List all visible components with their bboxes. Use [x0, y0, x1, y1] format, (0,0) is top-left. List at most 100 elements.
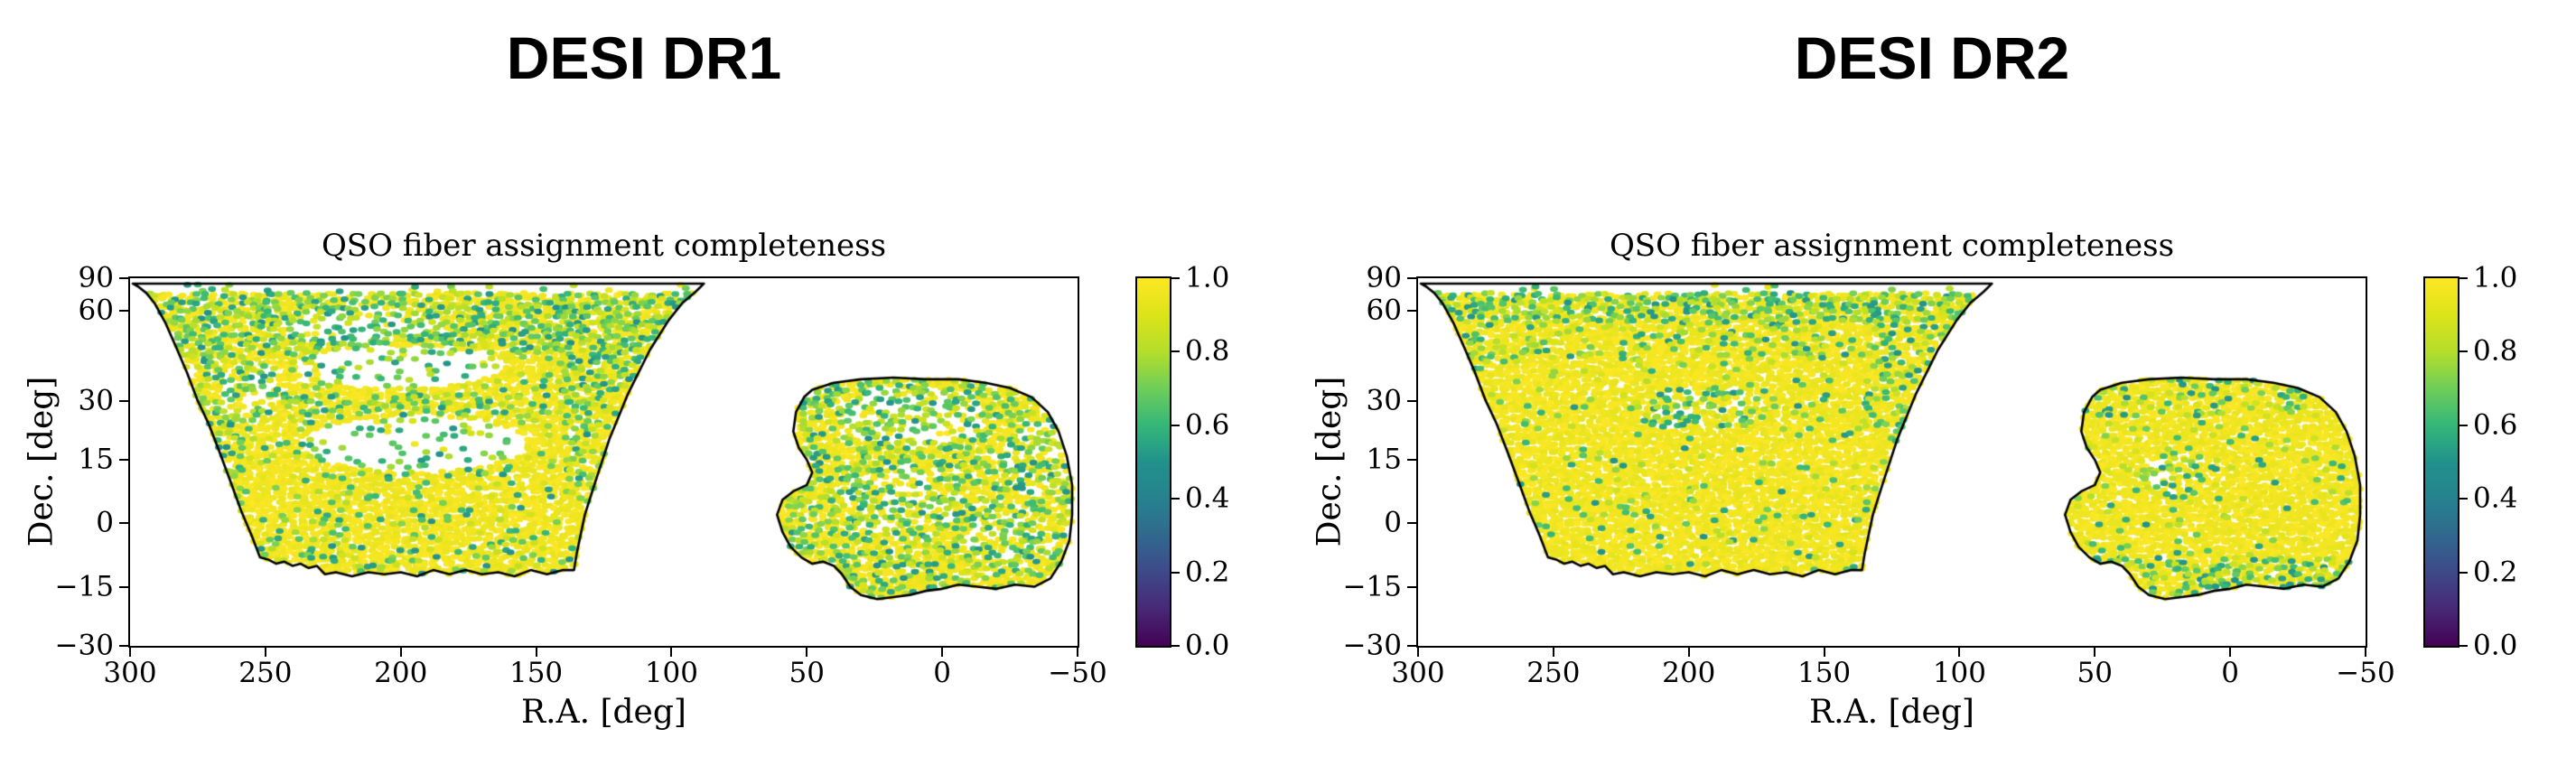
colorbar-tick-mark — [2459, 645, 2468, 647]
colorbar-tick-mark — [2459, 424, 2468, 426]
x-tick-label: 250 — [1526, 657, 1581, 689]
y-tick-mark — [1407, 645, 1416, 647]
colorbar-tick-mark — [1171, 498, 1180, 500]
x-tick-label: 50 — [2077, 657, 2114, 689]
y-tick-label: 90 — [78, 261, 114, 294]
sky-map-canvas — [130, 278, 1078, 646]
x-tick-mark — [1417, 648, 1419, 657]
colorbar-tick-label: 1.0 — [1185, 261, 1230, 294]
y-tick-label: 0 — [96, 506, 114, 539]
y-tick-mark — [119, 459, 128, 462]
colorbar — [2423, 276, 2459, 648]
axes-box — [128, 276, 1079, 648]
plot-title: QSO fiber assignment completeness — [1609, 228, 2175, 264]
y-tick-mark — [1407, 522, 1416, 525]
colorbar-gradient — [1137, 278, 1170, 646]
y-tick-label: 15 — [1366, 443, 1402, 476]
colorbar-tick-label: 0.4 — [1185, 481, 1230, 515]
x-tick-mark — [1552, 648, 1554, 657]
colorbar-tick-label: 1.0 — [2473, 261, 2518, 294]
colorbar-tick-mark — [1171, 350, 1180, 353]
y-tick-label: 60 — [78, 294, 114, 327]
y-tick-mark — [1407, 277, 1416, 279]
x-axis-label: R.A. [deg] — [521, 694, 686, 731]
x-tick-mark — [129, 648, 131, 657]
y-tick-label: 30 — [1366, 384, 1402, 417]
x-tick-mark — [806, 648, 808, 657]
axes-box — [1416, 276, 2367, 648]
x-tick-label: 150 — [509, 657, 564, 689]
x-tick-label: 50 — [789, 657, 826, 689]
sky-map-figure: QSO fiber assignment completeness Dec. [… — [0, 217, 1288, 766]
y-tick-label: 15 — [78, 443, 114, 476]
y-tick-mark — [1407, 459, 1416, 462]
panel-title: DESI DR1 — [506, 24, 782, 91]
colorbar-tick-label: 0.8 — [2473, 334, 2518, 368]
colorbar-tick-label: 0.0 — [1185, 629, 1230, 662]
colorbar-tick-mark — [1171, 645, 1180, 647]
y-tick-mark — [119, 522, 128, 525]
y-tick-label: −15 — [1342, 570, 1402, 603]
x-tick-label: 300 — [103, 657, 157, 689]
x-tick-label: 150 — [1797, 657, 1852, 689]
x-tick-mark — [670, 648, 673, 657]
x-tick-label: 0 — [933, 657, 952, 689]
y-tick-label: 60 — [1366, 294, 1402, 327]
colorbar-tick-mark — [2459, 498, 2468, 500]
colorbar-tick-label: 0.8 — [1185, 334, 1230, 368]
colorbar-tick-label: 0.2 — [2473, 556, 2518, 589]
x-tick-label: 200 — [1662, 657, 1716, 689]
colorbar-tick-label: 0.6 — [1185, 408, 1230, 442]
x-tick-mark — [535, 648, 537, 657]
x-tick-label: 100 — [1932, 657, 1987, 689]
panel-desi-dr2: DESI DR2 QSO fiber assignment completene… — [1288, 0, 2576, 766]
x-tick-mark — [2229, 648, 2232, 657]
x-tick-mark — [1823, 648, 1825, 657]
x-tick-label: −50 — [2336, 657, 2395, 689]
colorbar-tick-label: 0.0 — [2473, 629, 2518, 662]
x-tick-mark — [1958, 648, 1961, 657]
colorbar-tick-mark — [2459, 277, 2468, 279]
y-tick-mark — [119, 277, 128, 279]
colorbar-tick-label: 0.6 — [2473, 408, 2518, 442]
x-tick-mark — [941, 648, 944, 657]
panel-title: DESI DR2 — [1794, 24, 2070, 91]
x-tick-label: 100 — [644, 657, 699, 689]
panel-desi-dr1: DESI DR1 QSO fiber assignment completene… — [0, 24, 1288, 766]
x-axis-label: R.A. [deg] — [1809, 694, 1974, 731]
sky-map-canvas — [1418, 278, 2366, 646]
sky-map-figure: QSO fiber assignment completeness Dec. [… — [1288, 217, 2576, 766]
y-tick-label: −30 — [1342, 629, 1402, 662]
y-tick-mark — [119, 585, 128, 588]
x-tick-label: 300 — [1391, 657, 1445, 689]
y-tick-label: 90 — [1366, 261, 1402, 294]
x-tick-mark — [1077, 648, 1078, 657]
colorbar-tick-mark — [1171, 571, 1180, 574]
x-tick-mark — [399, 648, 402, 657]
x-tick-label: −50 — [1048, 657, 1107, 689]
x-tick-label: 200 — [374, 657, 428, 689]
x-tick-mark — [1687, 648, 1690, 657]
x-tick-label: 250 — [238, 657, 293, 689]
colorbar-tick-mark — [2459, 571, 2468, 574]
y-tick-mark — [1407, 310, 1416, 313]
colorbar-tick-label: 0.4 — [2473, 481, 2518, 515]
colorbar-tick-mark — [1171, 277, 1180, 279]
plot-title: QSO fiber assignment completeness — [321, 228, 887, 264]
y-tick-mark — [119, 399, 128, 402]
colorbar-tick-label: 0.2 — [1185, 556, 1230, 589]
y-tick-mark — [119, 645, 128, 647]
colorbar — [1135, 276, 1171, 648]
x-tick-mark — [2365, 648, 2366, 657]
colorbar-gradient — [2425, 278, 2458, 646]
y-tick-label: −15 — [54, 570, 114, 603]
x-tick-label: 0 — [2221, 657, 2240, 689]
y-tick-mark — [1407, 399, 1416, 402]
y-tick-label: −30 — [54, 629, 114, 662]
y-tick-mark — [119, 310, 128, 313]
colorbar-tick-mark — [1171, 424, 1180, 426]
y-tick-mark — [1407, 585, 1416, 588]
x-tick-mark — [2094, 648, 2096, 657]
y-tick-label: 0 — [1384, 506, 1402, 539]
x-tick-mark — [264, 648, 266, 657]
